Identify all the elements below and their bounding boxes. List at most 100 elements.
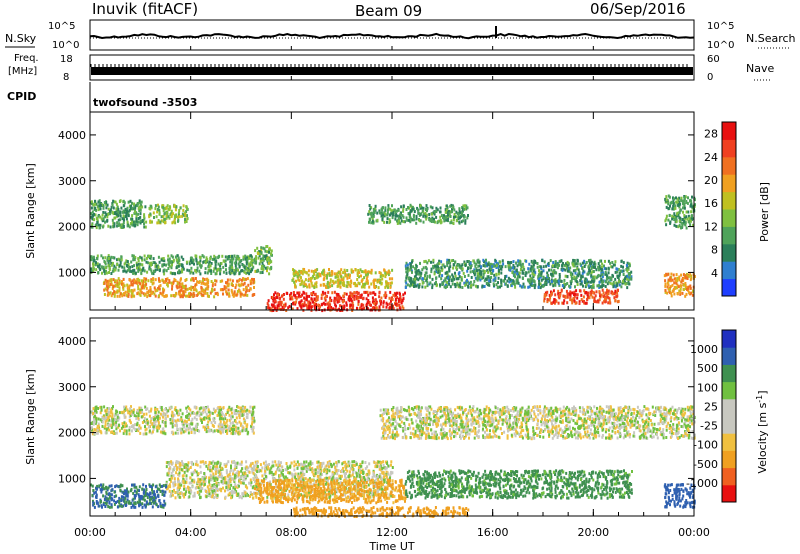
noise-tick-right-top: 10^5	[707, 21, 734, 32]
scatter-cell	[313, 304, 316, 308]
scatter-cell	[246, 268, 249, 272]
scatter-cell	[183, 285, 185, 288]
scatter-cell	[159, 405, 162, 409]
scatter-cell	[687, 274, 690, 278]
scatter-cell	[343, 284, 346, 288]
scatter-cell	[678, 204, 681, 208]
scatter-cell	[227, 427, 230, 430]
scatter-cell	[153, 216, 155, 219]
scatter-cell	[148, 215, 151, 219]
scatter-cell	[117, 425, 120, 429]
scatter-cell	[532, 279, 535, 283]
scatter-cell	[162, 421, 165, 424]
scatter-cell	[521, 269, 524, 273]
scatter-cell	[367, 293, 370, 297]
scatter-cell	[332, 307, 335, 311]
scatter-cell	[472, 283, 475, 287]
scatter-cell	[146, 407, 149, 411]
scatter-cell	[230, 257, 233, 260]
scatter-cell	[213, 288, 216, 292]
scatter-cell	[109, 414, 112, 418]
scatter-cell	[130, 217, 132, 221]
scatter-cell	[366, 279, 369, 283]
scatter-cell	[240, 269, 243, 273]
scatter-cell	[206, 292, 209, 295]
scatter-cell	[294, 294, 297, 298]
scatter-cell	[206, 284, 209, 288]
scatter-cell	[470, 284, 473, 287]
scatter-cell	[369, 270, 372, 274]
scatter-cell	[682, 210, 684, 214]
scatter-cell	[368, 217, 371, 221]
scatter-cell	[112, 199, 115, 203]
scatter-cell	[385, 280, 387, 284]
scatter-cell	[575, 276, 578, 280]
scatter-cell	[346, 276, 349, 280]
scatter-cell	[310, 306, 313, 310]
scatter-cell	[183, 290, 185, 294]
scatter-cell	[342, 276, 345, 280]
scatter-cell	[568, 269, 571, 273]
scatter-cell	[386, 220, 388, 224]
scatter-cell	[408, 215, 411, 219]
scatter-cell	[192, 292, 195, 296]
scatter-cell	[172, 294, 175, 297]
scatter-cell	[538, 281, 541, 285]
scatter-cell	[308, 283, 311, 287]
scatter-cell	[560, 279, 563, 283]
scatter-cell	[664, 282, 667, 286]
scatter-cell	[584, 262, 587, 266]
scatter-cell	[149, 220, 152, 224]
scatter-cell	[107, 427, 109, 431]
scatter-cell	[148, 265, 151, 269]
freq-band	[91, 67, 693, 75]
scatter-cell	[228, 255, 230, 259]
scatter-cell	[532, 283, 535, 287]
power-ylabel: Slant Range [km]	[24, 163, 37, 259]
scatter-cell	[101, 424, 104, 428]
scatter-cell	[419, 206, 422, 210]
scatter-cell	[571, 301, 574, 305]
scatter-cell	[592, 290, 595, 294]
scatter-cell	[675, 196, 677, 200]
scatter-cell	[481, 284, 484, 288]
scatter-cell	[226, 284, 229, 288]
scatter-cell	[204, 428, 207, 432]
scatter-cell	[684, 294, 687, 298]
scatter-cell	[177, 211, 180, 215]
scatter-cell	[663, 274, 666, 278]
scatter-cell	[122, 431, 125, 435]
scatter-cell	[553, 279, 556, 283]
scatter-cell	[599, 285, 602, 289]
scatter-cell	[201, 254, 204, 258]
scatter-cell	[174, 208, 177, 212]
scatter-cell	[347, 281, 350, 285]
scatter-cell	[166, 414, 169, 418]
scatter-cell	[193, 431, 196, 435]
scatter-cell	[257, 252, 260, 255]
scatter-cell	[208, 413, 211, 417]
scatter-cell	[107, 212, 110, 216]
scatter-cell	[171, 284, 174, 288]
scatter-cell	[163, 268, 166, 272]
scatter-cell	[111, 415, 114, 419]
scatter-cell	[571, 298, 574, 302]
scatter-cell	[208, 260, 211, 264]
scatter-cell	[364, 282, 367, 286]
scatter-cell	[587, 271, 590, 275]
scatter-cell	[538, 273, 541, 277]
scatter-cell	[165, 206, 168, 210]
scatter-cell	[165, 263, 167, 267]
scatter-cell	[677, 225, 680, 229]
scatter-cell	[511, 270, 514, 274]
scatter-cell	[685, 200, 688, 204]
scatter-cell	[184, 279, 187, 282]
scatter-cell	[202, 282, 205, 286]
scatter-cell	[358, 275, 360, 279]
scatter-cell	[340, 275, 343, 279]
scatter-cell	[504, 265, 507, 269]
scatter-cell	[113, 290, 116, 294]
scatter-cell	[580, 275, 583, 279]
scatter-cell	[440, 266, 443, 270]
scatter-cell	[627, 267, 630, 271]
